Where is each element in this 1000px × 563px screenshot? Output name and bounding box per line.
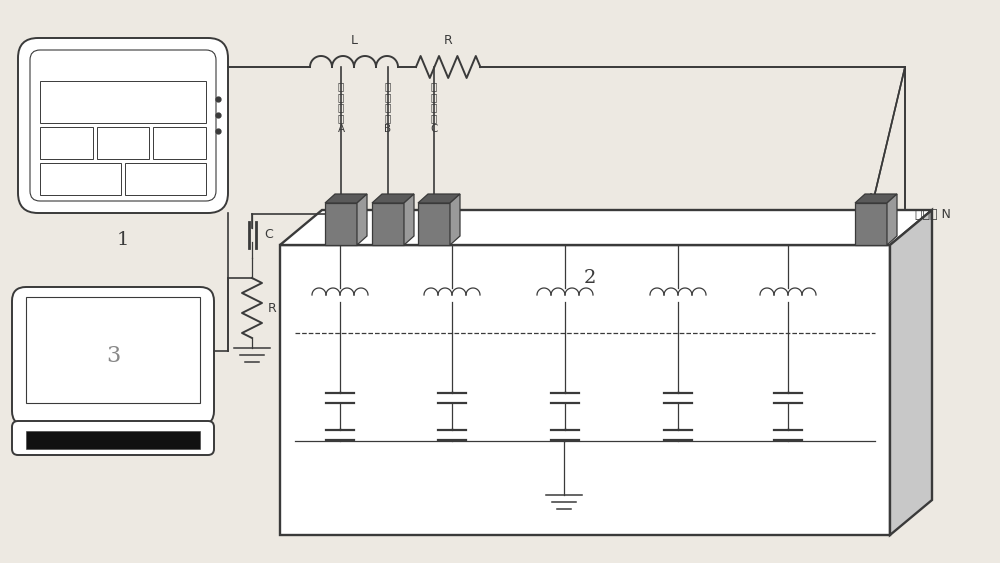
Polygon shape	[890, 210, 932, 535]
Polygon shape	[325, 194, 367, 203]
Bar	[153, 127, 206, 159]
Bar	[325, 203, 357, 245]
Text: C: C	[264, 229, 273, 242]
Text: R: R	[268, 302, 277, 315]
Text: L: L	[351, 34, 358, 47]
Text: 高
压
绕
组
A: 高 压 绕 组 A	[337, 81, 345, 134]
Bar	[26, 297, 200, 403]
Polygon shape	[280, 210, 932, 245]
Text: R: R	[444, 34, 453, 47]
Polygon shape	[418, 194, 460, 203]
Bar	[97, 127, 149, 159]
FancyBboxPatch shape	[12, 287, 214, 425]
Bar	[40, 127, 93, 159]
Text: 接地点 N: 接地点 N	[915, 208, 951, 221]
Text: 高
压
绕
组
B: 高 压 绕 组 B	[384, 81, 392, 134]
Bar	[40, 81, 206, 123]
FancyBboxPatch shape	[18, 38, 228, 213]
Text: 2: 2	[584, 269, 596, 287]
Bar	[372, 203, 404, 245]
Polygon shape	[450, 194, 460, 245]
Bar	[418, 203, 450, 245]
Polygon shape	[357, 194, 367, 245]
Bar	[26, 431, 200, 449]
Polygon shape	[372, 194, 414, 203]
Polygon shape	[404, 194, 414, 245]
Text: 1: 1	[117, 231, 129, 249]
Text: 高
压
绕
组
C: 高 压 绕 组 C	[430, 81, 438, 134]
Polygon shape	[855, 194, 897, 203]
Bar	[280, 245, 890, 535]
FancyBboxPatch shape	[30, 50, 216, 201]
FancyBboxPatch shape	[12, 421, 214, 455]
Text: 3: 3	[106, 345, 120, 367]
Bar	[125, 163, 206, 195]
Bar	[40, 163, 121, 195]
Polygon shape	[887, 194, 897, 245]
Bar	[855, 203, 887, 245]
